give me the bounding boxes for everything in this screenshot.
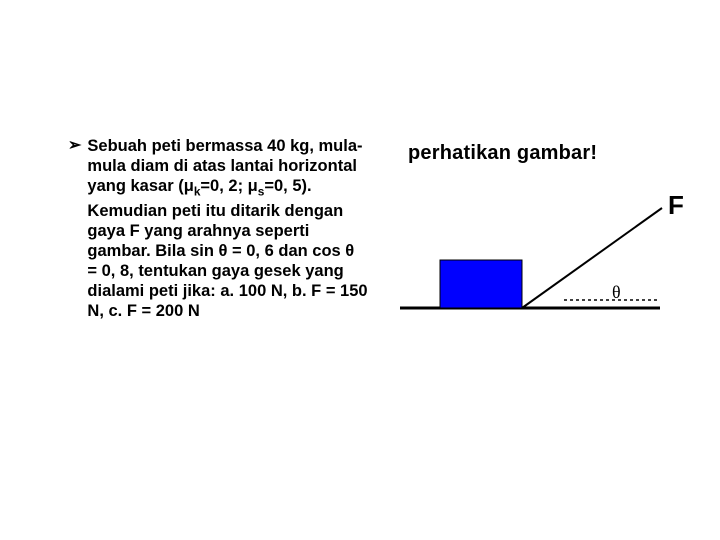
angle-label-theta: θ [612, 282, 621, 303]
figure-caption: perhatikan gambar! [408, 142, 597, 165]
physics-figure: F θ [400, 200, 690, 330]
bullet-glyph: ➢ [68, 136, 81, 156]
problem-text: Sebuah peti bermassa 40 kg, mula-mula di… [87, 136, 368, 321]
force-label-F: F [668, 190, 684, 221]
